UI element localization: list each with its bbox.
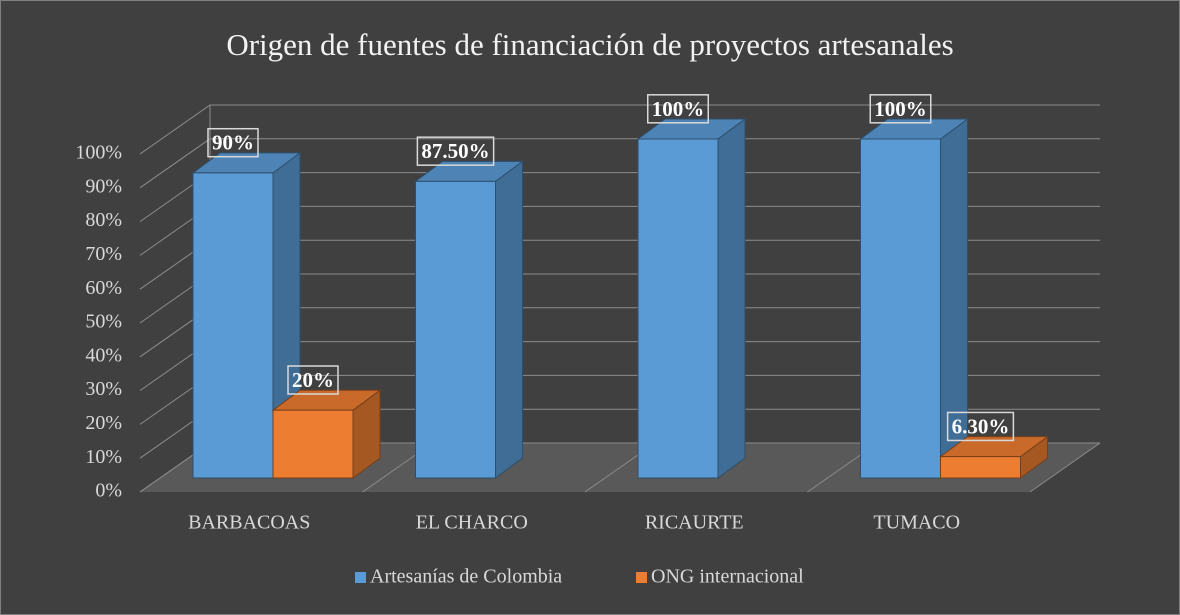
y-tick-label: 40% [85,344,122,366]
data-label-box [946,411,1015,442]
data-label-box [416,136,495,166]
x-tick-label: BARBACOAS [188,512,310,534]
bar [415,180,496,479]
y-tick-label: 80% [85,209,122,231]
y-tick-label: 60% [85,277,122,299]
bar-side [717,118,746,479]
x-tick-label: RICAURTE [645,512,744,534]
y-tick-label: 50% [85,311,122,333]
legend-swatch [636,572,647,583]
grid-line [139,104,1100,155]
data-label-box [869,94,932,124]
data-label-box [287,365,339,395]
data-label: 100% [652,97,705,121]
x-tick-label: EL CHARCO [416,512,528,534]
y-tick-label: 30% [85,378,122,400]
legend-label: ONG internacional [651,566,804,588]
bar [637,138,719,479]
y-tick-label: 70% [85,243,122,265]
bar [192,172,274,479]
data-label-box [207,127,259,158]
data-label: 20% [292,368,334,392]
bar-side [495,160,523,479]
data-label-box [647,94,709,124]
bar [272,409,354,479]
y-tick-label: 0% [95,480,122,502]
bar [860,138,941,479]
data-label: 100% [874,97,927,121]
data-label: 90% [212,131,254,155]
y-tick-label: 10% [85,446,122,468]
data-label: 6.30% [952,414,1010,438]
y-tick-label: 20% [85,412,122,434]
y-tick-label: 100% [75,142,122,164]
legend-label: Artesanías de Colombia [370,566,562,588]
data-label: 87.50% [421,139,489,163]
grid-line [139,138,1100,189]
legend-swatch [355,572,366,583]
x-tick-label: TUMACO [873,512,960,534]
y-tick-label: 90% [85,175,122,197]
floor-divider [1029,442,1101,493]
bar [940,456,1021,479]
chart-title: Origen de fuentes de financiación de pro… [226,27,953,62]
